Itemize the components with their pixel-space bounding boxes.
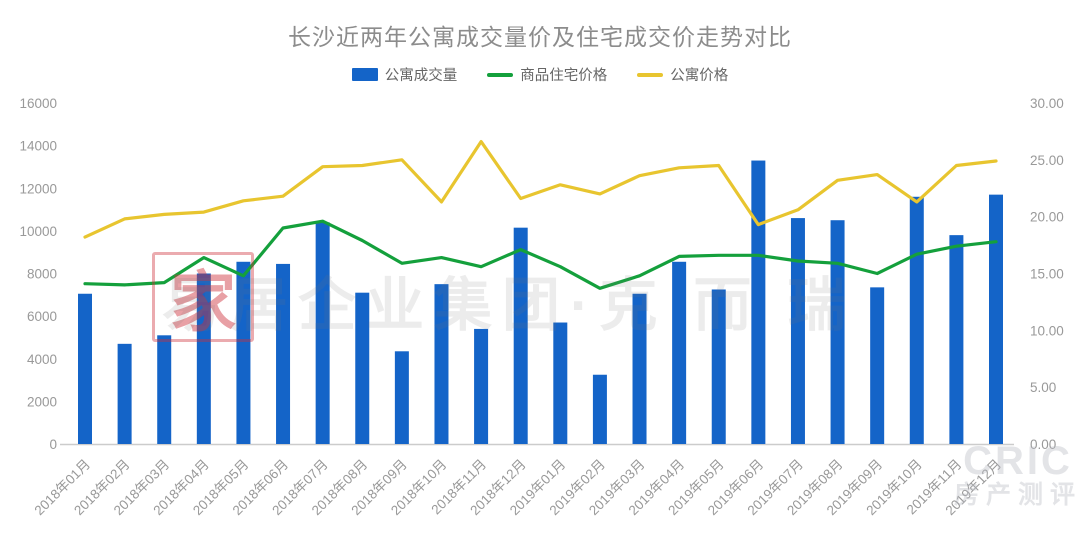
bar-2018年04月: [196, 273, 211, 444]
right-axis-tick: 20.00: [1030, 210, 1064, 225]
right-axis-tick: 15.00: [1030, 267, 1064, 282]
bar-2018年01月: [78, 293, 92, 444]
line-商品住宅价格: [83, 219, 998, 290]
legend-item-apartment-price[interactable]: 公寓价格: [637, 64, 728, 85]
legend-label: 公寓成交量: [384, 68, 458, 84]
left-axis-tick: 2000: [27, 394, 57, 409]
bar-2019年06月: [751, 160, 766, 444]
bar-2018年07月: [315, 222, 330, 444]
right-axis-tick: 25.00: [1030, 153, 1064, 168]
bar-2019年04月: [672, 261, 687, 444]
right-axis-tick: 5.00: [1030, 380, 1056, 395]
right-axis-tick: 30.00: [1030, 96, 1064, 111]
line-公寓价格: [83, 140, 998, 239]
legend-item-apartment-volume[interactable]: 公寓成交量: [351, 64, 458, 85]
bar-2018年10月: [434, 284, 449, 444]
left-axis-tick: 4000: [27, 352, 57, 367]
left-axis-tick: 14000: [19, 139, 57, 154]
bar-2018年03月: [157, 335, 172, 444]
bar-series: [78, 160, 1003, 444]
bar-2019年09月: [870, 287, 885, 444]
legend-label: 商品住宅价格: [520, 68, 608, 84]
legend-line-swatch-icon: [637, 72, 664, 77]
left-axis-tick: 0: [49, 437, 57, 452]
bar-2018年05月: [236, 261, 251, 444]
chart-title: 长沙近两年公寓成交量价及住宅成交价走势对比: [288, 24, 792, 50]
x-axis-category-labels: 2018年01月2018年02月2018年03月2018年04月2018年05月…: [32, 457, 1005, 519]
bar-2019年01月: [553, 322, 568, 444]
left-axis-tick: 6000: [27, 309, 57, 324]
bar-2019年11月: [949, 235, 964, 444]
bar-2018年09月: [394, 351, 409, 444]
right-axis-tick-labels: 30.00 25.00 20.00 15.00 10.00 5.00 0.00: [1030, 96, 1064, 452]
right-axis-tick: 10.00: [1030, 323, 1064, 338]
legend-line-swatch-icon: [487, 72, 514, 77]
bar-2018年02月: [117, 343, 132, 444]
bar-2019年12月: [989, 194, 1003, 444]
bar-2019年08月: [830, 220, 845, 444]
left-axis-tick: 10000: [19, 224, 57, 239]
left-axis-tick: 16000: [19, 96, 57, 111]
left-axis-tick: 8000: [27, 267, 57, 282]
bar-2019年02月: [592, 374, 607, 444]
legend: 公寓成交量 商品住宅价格 公寓价格: [0, 64, 1080, 85]
right-axis-tick: 0.00: [1030, 437, 1056, 452]
bar-2018年08月: [355, 292, 370, 444]
bar-2019年07月: [790, 218, 805, 444]
legend-bar-swatch-icon: [351, 68, 378, 81]
legend-label: 公寓价格: [670, 68, 729, 84]
bar-2018年06月: [276, 263, 291, 444]
line-series: [83, 140, 998, 290]
left-axis-tick: 12000: [19, 181, 57, 196]
bar-2018年12月: [513, 227, 528, 444]
legend-item-residential-price[interactable]: 商品住宅价格: [487, 64, 607, 85]
bar-2018年11月: [474, 328, 489, 444]
bar-2019年10月: [909, 196, 924, 444]
bar-2019年05月: [711, 289, 726, 444]
bar-2019年03月: [632, 293, 647, 444]
left-axis-tick-labels: 16000 14000 12000 10000 8000 6000 4000 2000 0: [19, 96, 57, 452]
